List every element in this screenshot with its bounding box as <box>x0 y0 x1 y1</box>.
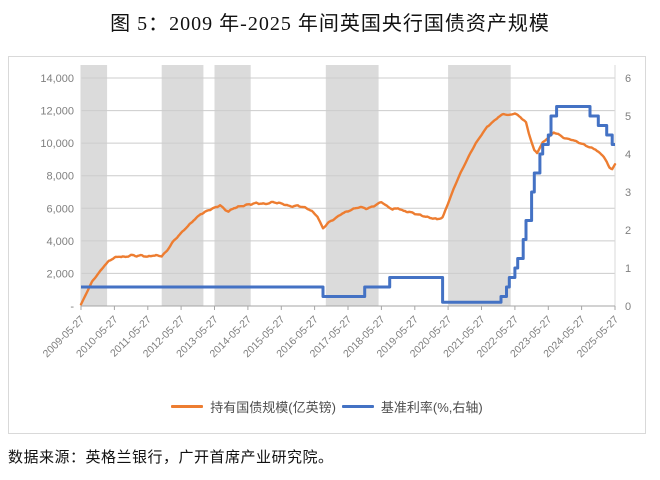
qe-band <box>325 65 379 306</box>
svg-text:0: 0 <box>625 301 631 313</box>
line-chart-canvas: - 2,000 4,000 6,000 8,000 10,000 12,000 14,000 0… <box>40 65 631 361</box>
svg-text:6: 6 <box>625 73 631 85</box>
svg-text:6,000: 6,000 <box>46 203 74 215</box>
x-axis-labels: 2009-05-272010-05-272011-05-272012-05-27… <box>41 314 622 361</box>
data-source-note: 数据来源：英格兰银行，广开首席产业研究院。 <box>8 450 334 466</box>
svg-text:2: 2 <box>625 225 631 237</box>
series-gilt-holdings <box>79 112 617 306</box>
qe-band <box>161 65 204 306</box>
qe-band <box>448 65 511 306</box>
x-axis-ticks <box>80 306 616 310</box>
left-axis-labels: - 2,000 4,000 6,000 8,000 10,000 12,000 14,000 <box>40 73 74 313</box>
legend-item-gilt-holdings: 持有国债规模(亿英镑) <box>171 397 336 416</box>
series-base-rate <box>81 105 615 304</box>
gridlines <box>81 77 615 274</box>
svg-text:5: 5 <box>625 111 631 123</box>
legend-label-base-rate: 基准利率(%,右轴) <box>380 400 483 415</box>
svg-text:-: - <box>70 301 74 313</box>
svg-text:8,000: 8,000 <box>46 171 74 183</box>
chart-title: 图 5：2009 年-2025 年间英国央行国债资产规模 <box>110 13 550 35</box>
legend-marker-base-rate-line <box>341 405 374 408</box>
legend-marker-gilt-holdings-line <box>171 405 204 408</box>
svg-text:10,000: 10,000 <box>40 138 74 150</box>
qe-band <box>214 65 251 306</box>
qe-band <box>81 65 108 306</box>
legend-label-gilt-holdings: 持有国债规模(亿英镑) <box>210 400 336 415</box>
chart-frame: - 2,000 4,000 6,000 8,000 10,000 12,000 14,000 0… <box>8 56 646 434</box>
svg-text:4: 4 <box>625 149 631 161</box>
svg-text:14,000: 14,000 <box>40 73 74 85</box>
right-axis-labels: 0 1 2 3 4 5 6 <box>625 73 631 313</box>
legend-item-base-rate: 基准利率(%,右轴) <box>341 397 483 416</box>
qe-shaded-bands <box>81 65 511 306</box>
svg-text:4,000: 4,000 <box>46 236 74 248</box>
svg-text:3: 3 <box>625 187 631 199</box>
svg-text:1: 1 <box>625 263 631 275</box>
chart-legend: 持有国债规模(亿英镑) 基准利率(%,右轴) <box>9 397 645 416</box>
svg-text:2,000: 2,000 <box>46 268 74 280</box>
svg-text:12,000: 12,000 <box>40 106 74 118</box>
